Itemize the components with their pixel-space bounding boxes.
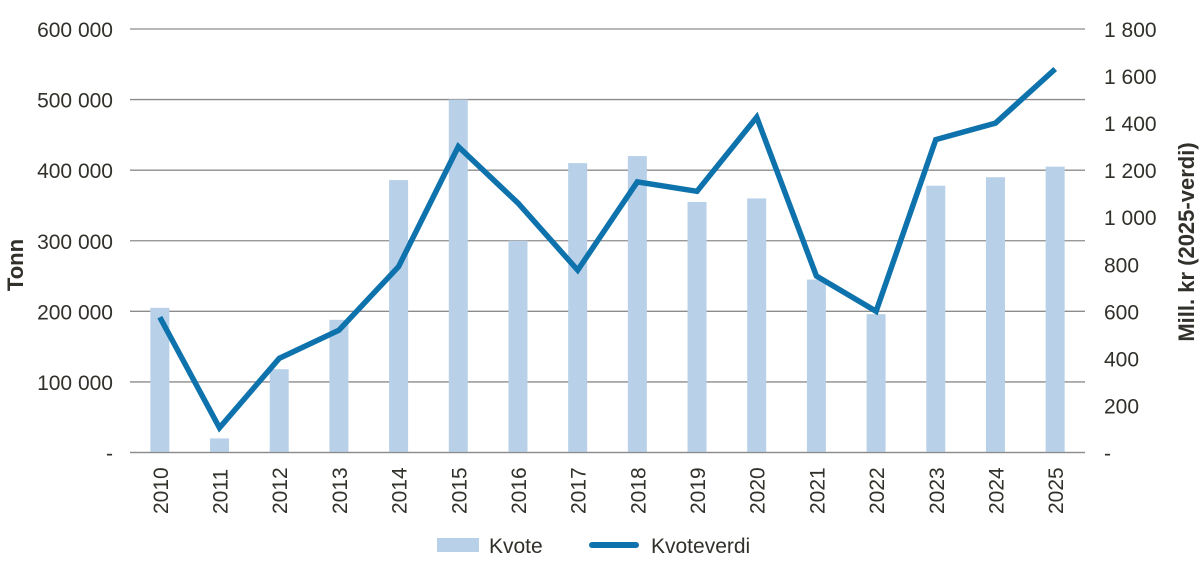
bar-2020 bbox=[747, 198, 767, 453]
x-axis-label-2015: 2015 bbox=[448, 467, 471, 514]
right-axis-tick-label: 600 bbox=[1104, 301, 1139, 324]
right-axis-title: Mill. kr (2025-verdi) bbox=[1174, 142, 1199, 341]
kvoteverdi-line-series bbox=[157, 66, 1058, 433]
legend-kvoteverdi-label: Kvoteverdi bbox=[651, 535, 750, 558]
bar-2014 bbox=[389, 180, 409, 453]
x-axis-label-2025: 2025 bbox=[1045, 467, 1068, 514]
gridlines bbox=[130, 28, 1085, 454]
bar-2016 bbox=[508, 240, 528, 453]
x-axis-label-2013: 2013 bbox=[329, 467, 352, 514]
bar-2023 bbox=[926, 185, 946, 453]
right-axis-tick-label: 1 000 bbox=[1104, 207, 1157, 230]
x-axis-label-2010: 2010 bbox=[150, 467, 173, 514]
kvoteverdi-line bbox=[157, 66, 1058, 433]
x-axis-label-2017: 2017 bbox=[568, 467, 591, 514]
right-axis-tick-label: 800 bbox=[1104, 254, 1139, 277]
bar-2018 bbox=[627, 156, 647, 453]
axis-tick-labels: - 100 000 200 000 300 000 400 000 500 000 600 … bbox=[37, 19, 1156, 514]
left-axis-tick-label: - bbox=[106, 443, 113, 466]
left-axis-tick-label: 200 000 bbox=[37, 301, 113, 324]
left-axis-tick-label: 600 000 bbox=[37, 19, 113, 42]
bar-2021 bbox=[806, 279, 826, 453]
left-axis-tick-label: 400 000 bbox=[37, 160, 113, 183]
right-axis-tick-label: 400 bbox=[1104, 348, 1139, 371]
left-axis-tick-label: 300 000 bbox=[37, 231, 113, 254]
x-axis-label-2014: 2014 bbox=[389, 467, 412, 514]
right-axis-tick-label: 1 200 bbox=[1104, 160, 1157, 183]
bar-2011 bbox=[210, 438, 230, 453]
legend-kvote-label: Kvote bbox=[489, 535, 543, 558]
x-axis-label-2012: 2012 bbox=[269, 467, 292, 514]
x-axis-label-2016: 2016 bbox=[508, 467, 531, 514]
right-axis-tick-label: 1 800 bbox=[1104, 19, 1157, 42]
bar-2015 bbox=[448, 99, 468, 453]
legend-kvote-swatch-icon bbox=[437, 538, 479, 552]
bar-2012 bbox=[269, 369, 289, 453]
right-axis-tick-label: 1 600 bbox=[1104, 66, 1157, 89]
left-axis-tick-label: 100 000 bbox=[37, 372, 113, 395]
x-axis-label-2011: 2011 bbox=[210, 469, 233, 514]
bar-2010 bbox=[150, 307, 170, 453]
kvote-bars bbox=[150, 99, 1065, 453]
right-axis-tick-label: - bbox=[1104, 443, 1111, 466]
x-axis-label-2018: 2018 bbox=[627, 467, 650, 514]
right-axis-tick-label: 200 bbox=[1104, 395, 1139, 418]
legend: Kvote Kvoteverdi bbox=[437, 535, 750, 558]
x-axis-label-2020: 2020 bbox=[747, 467, 770, 514]
bar-2025 bbox=[1045, 166, 1065, 453]
left-axis-tick-label: 500 000 bbox=[37, 90, 113, 113]
bar-2013 bbox=[329, 319, 349, 453]
x-axis-label-2022: 2022 bbox=[866, 467, 889, 514]
bar-2019 bbox=[687, 201, 707, 453]
left-axis-title: Tonn bbox=[3, 239, 28, 291]
x-axis-label-2023: 2023 bbox=[926, 467, 949, 514]
bar-2024 bbox=[985, 177, 1005, 453]
bar-2022 bbox=[866, 314, 886, 453]
x-axis-label-2019: 2019 bbox=[687, 467, 710, 514]
x-axis-label-2024: 2024 bbox=[985, 467, 1008, 514]
x-axis-label-2021: 2021 bbox=[806, 467, 829, 514]
bar-2017 bbox=[568, 163, 588, 453]
right-axis-tick-label: 1 400 bbox=[1104, 113, 1157, 136]
